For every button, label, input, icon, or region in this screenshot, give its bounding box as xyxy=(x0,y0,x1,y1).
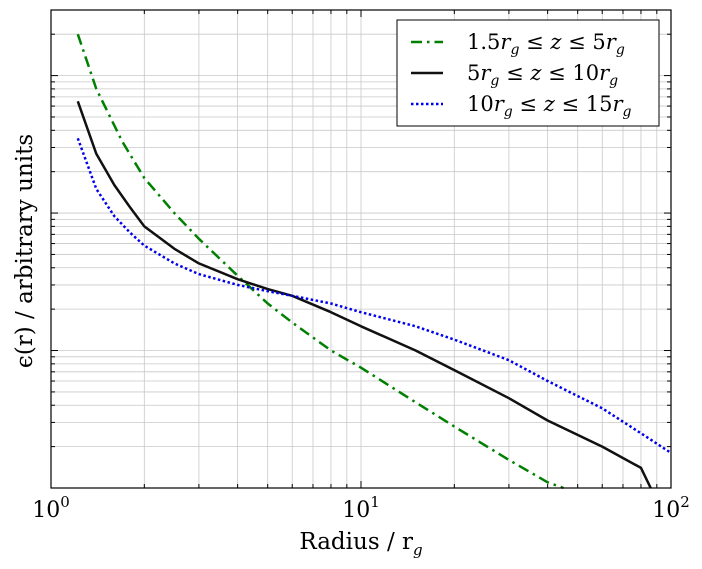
axis-ticks xyxy=(50,10,671,489)
legend-label-part: g xyxy=(609,73,618,89)
x-axis-label: Radius / rg xyxy=(299,529,422,559)
legend-label-1: 1.5rg ≤ z ≤ 5rg xyxy=(467,30,625,58)
legend-label-part: ≤ xyxy=(513,92,544,116)
legend-label-part: ≤ xyxy=(555,92,586,116)
legend-label-part: ≤ xyxy=(499,61,530,85)
legend-label-3: 10rg ≤ z ≤ 15rg xyxy=(467,92,632,120)
x-tick-label-base: 10 xyxy=(652,498,680,523)
x-tick-label: 100 xyxy=(32,493,70,523)
chart-series-group xyxy=(76,33,672,490)
legend-label-part: g xyxy=(504,104,513,120)
legend-label-part: r xyxy=(480,61,492,85)
x-tick-label-exponent: 2 xyxy=(680,493,690,511)
x-tick-label-exponent: 0 xyxy=(60,493,70,511)
x-tick-label-base: 10 xyxy=(342,498,370,523)
legend-label-part: g xyxy=(623,104,632,120)
legend-label-part: 10 xyxy=(467,92,494,116)
series-line-3 xyxy=(76,137,672,454)
legend-label-part: r xyxy=(606,30,618,54)
y-axis-label: ϵ(r) / arbitrary units xyxy=(12,134,38,368)
legend-label-part: 10 xyxy=(572,61,599,85)
series-line-1 xyxy=(76,33,564,490)
legend-label-part: z xyxy=(549,30,562,54)
x-tick-labels: 100 101 102 xyxy=(32,493,690,523)
x-tick-label-base: 10 xyxy=(32,498,60,523)
legend-label-2: 5rg ≤ z ≤ 10rg xyxy=(467,61,618,89)
series-line-2 xyxy=(76,100,652,489)
legend-label-part: z xyxy=(543,92,556,116)
x-axis-label-main: Radius / r xyxy=(299,529,413,555)
legend-label-part: 1.5 xyxy=(467,30,500,54)
legend-label-part: 5 xyxy=(467,61,480,85)
legend-label-part: ≤ xyxy=(519,30,550,54)
legend-label-part: r xyxy=(494,92,506,116)
legend-label-part: r xyxy=(599,61,611,85)
legend-label-part: r xyxy=(500,30,512,54)
legend-label-part: 5 xyxy=(592,30,605,54)
legend-label-part: ≤ xyxy=(541,61,572,85)
legend-label-part: 15 xyxy=(586,92,613,116)
legend-label-part: ≤ xyxy=(561,30,592,54)
legend-label-part: r xyxy=(612,92,624,116)
legend-label-part: g xyxy=(510,42,519,58)
x-tick-label: 102 xyxy=(652,493,690,523)
x-tick-label: 101 xyxy=(342,493,380,523)
legend-label-part: g xyxy=(490,73,499,89)
legend-label-part: g xyxy=(616,42,625,58)
x-tick-label-exponent: 1 xyxy=(370,493,380,511)
legend-label-part: z xyxy=(529,61,542,85)
x-axis-label-sub: g xyxy=(413,541,423,559)
